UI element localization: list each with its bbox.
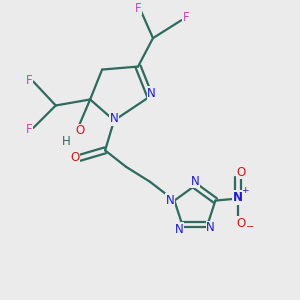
Text: N: N	[147, 87, 156, 100]
Text: O: O	[236, 217, 245, 230]
Text: F: F	[26, 123, 32, 136]
Text: O: O	[236, 166, 245, 178]
Text: H: H	[62, 135, 70, 148]
Text: N: N	[233, 191, 243, 204]
Text: N: N	[190, 175, 199, 188]
Text: F: F	[135, 2, 141, 15]
Text: F: F	[183, 11, 189, 24]
Text: N: N	[166, 194, 174, 207]
Text: N: N	[175, 223, 184, 236]
Text: +: +	[242, 186, 249, 195]
Text: F: F	[26, 74, 32, 86]
Text: N: N	[110, 112, 118, 125]
Text: N: N	[206, 221, 215, 234]
Text: O: O	[75, 124, 84, 137]
Text: O: O	[70, 151, 80, 164]
Text: −: −	[246, 222, 254, 232]
